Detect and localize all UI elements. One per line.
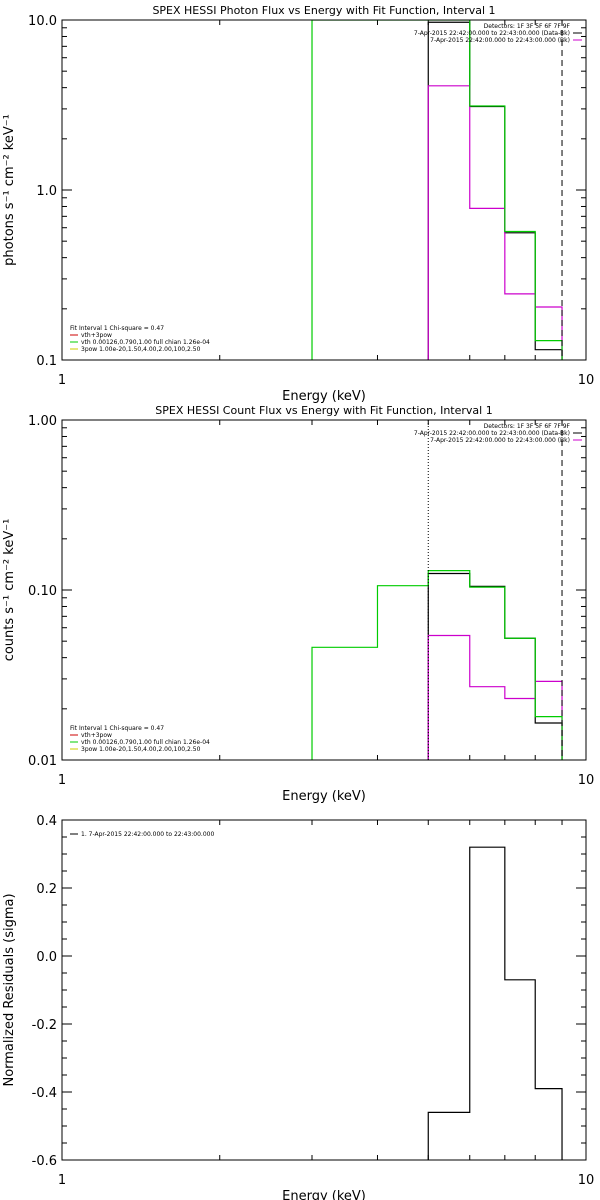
chart-panel-3: 1 10 -0.6 -0.4 -0.2 0.0 0.2 0.4 Energy (keV) Norm… (2, 814, 594, 1200)
y-axis-label: photons s⁻¹ cm⁻² keV⁻¹ (2, 114, 17, 266)
header-line: 7-Apr-2015 22:42:00.000 to 22:43:00.000 … (430, 437, 570, 444)
series-1-line (427, 572, 563, 760)
header-line: Detectors: 1F 3F 5F 6F 7F 9F (484, 423, 571, 430)
legend-label: 3pow 1.00e-20,1.50,4.00,2.00,100,2.50 (81, 746, 201, 753)
x-axis-label: Energy (keV) (282, 1189, 366, 1200)
header-line: Detectors: 1F 3F 5F 6F 7F 9F (484, 23, 571, 30)
y-tick-label: -0.2 (32, 1018, 57, 1033)
series-1-line (427, 21, 563, 360)
legend-label: vth 0.00126,0.790,1.00 full chian 1.26e-… (81, 339, 210, 346)
y-tick-label: 0.0 (36, 950, 57, 965)
x-ticks (61, 820, 587, 1160)
y-ticks (62, 19, 586, 361)
y-tick-label: 0.10 (28, 584, 57, 599)
chart-panel-1: 1 10 0.1 1.0 10.0 SPEX HESSI Photon Flux vs E… (2, 4, 594, 404)
plot-frame (61, 419, 587, 761)
x-tick-label: 1 (58, 773, 66, 788)
y-tick-label: 0.2 (36, 882, 57, 897)
header-line: 7-Apr-2015 22:42:00.000 to 22:43:00.000 … (430, 37, 570, 44)
x-axis-label: Energy (keV) (282, 389, 366, 404)
series-2-line (427, 85, 563, 360)
plot-frame (61, 819, 587, 1161)
chart-panel-2: 1 10 0.01 0.10 1.00 SPEX HESSI Count Flux vs … (2, 404, 594, 804)
y-tick-label: 1.00 (28, 414, 57, 429)
x-tick-label: 10 (578, 373, 595, 388)
y-tick-label: -0.6 (32, 1154, 57, 1169)
legend-label: 1. 7-Apr-2015 22:42:00.000 to 22:43:00.0… (81, 831, 214, 838)
y-axis-label: counts s⁻¹ cm⁻² keV⁻¹ (2, 519, 17, 662)
x-ticks (61, 20, 587, 360)
series-3-line (311, 570, 563, 760)
x-axis-label: Energy (keV) (282, 789, 366, 804)
header-line: 7-Apr-2015 22:42:00.000 to 22:43:00.000 … (414, 30, 570, 37)
y-tick-label: 1.0 (36, 184, 57, 199)
x-tick-label: 10 (578, 1173, 595, 1188)
fit-text: Fit Interval 1 Chi-square = 0.47 (70, 325, 164, 332)
y-tick-label: 10.0 (28, 14, 57, 29)
header-line: 7-Apr-2015 22:42:00.000 to 22:43:00.000 … (414, 430, 570, 437)
chart-title: SPEX HESSI Count Flux vs Energy with Fit… (155, 404, 492, 417)
y-axis-label: Normalized Residuals (sigma) (2, 893, 17, 1086)
y-ticks (62, 819, 586, 1161)
legend-label: 3pow 1.00e-20,1.50,4.00,2.00,100,2.50 (81, 346, 201, 353)
y-tick-label: 0.4 (36, 814, 57, 829)
series-2-line (427, 634, 563, 760)
legend-label: vth+3pow (81, 332, 112, 339)
legend-label: vth 0.00126,0.790,1.00 full chian 1.26e-… (81, 739, 210, 746)
chart-title: SPEX HESSI Photon Flux vs Energy with Fi… (152, 4, 495, 17)
y-tick-label: -0.4 (32, 1086, 57, 1101)
series-1-line (427, 846, 563, 1160)
x-ticks (61, 420, 587, 760)
fit-text: Fit Interval 1 Chi-square = 0.47 (70, 725, 164, 732)
y-tick-label: 0.1 (36, 354, 57, 369)
x-tick-label: 1 (58, 373, 66, 388)
legend-label: vth+3pow (81, 732, 112, 739)
x-tick-label: 1 (58, 1173, 66, 1188)
y-ticks (62, 419, 586, 761)
x-tick-label: 10 (578, 773, 595, 788)
series-3-line (311, 20, 563, 360)
plot-frame (61, 19, 587, 361)
y-tick-label: 0.01 (28, 754, 57, 769)
